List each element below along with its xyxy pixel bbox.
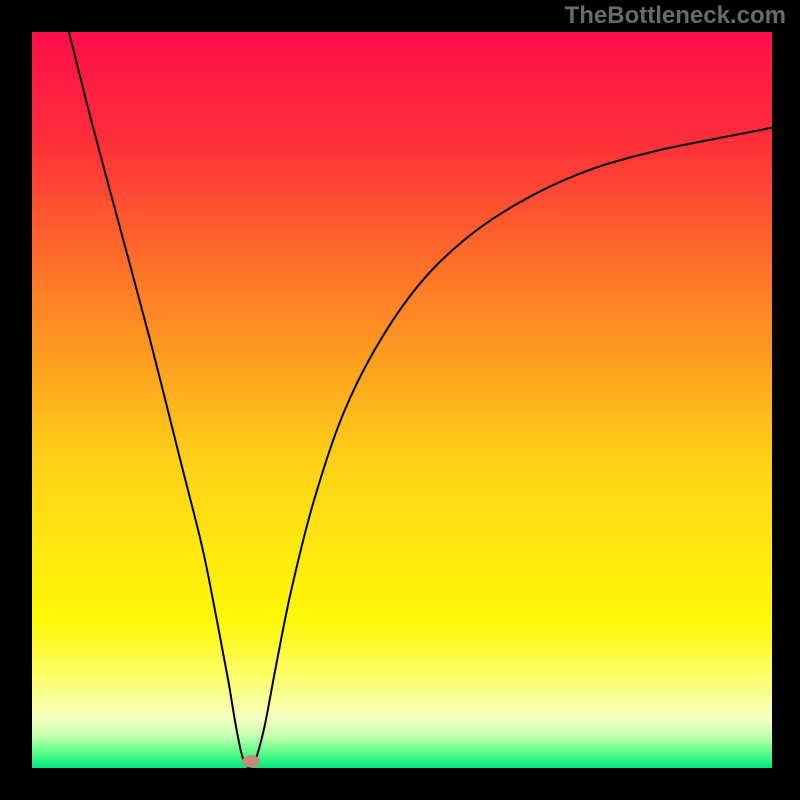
plot-area <box>32 32 772 768</box>
watermark-text: TheBottleneck.com <box>565 2 786 30</box>
gradient-rect <box>32 32 772 768</box>
gradient-background <box>32 32 772 768</box>
